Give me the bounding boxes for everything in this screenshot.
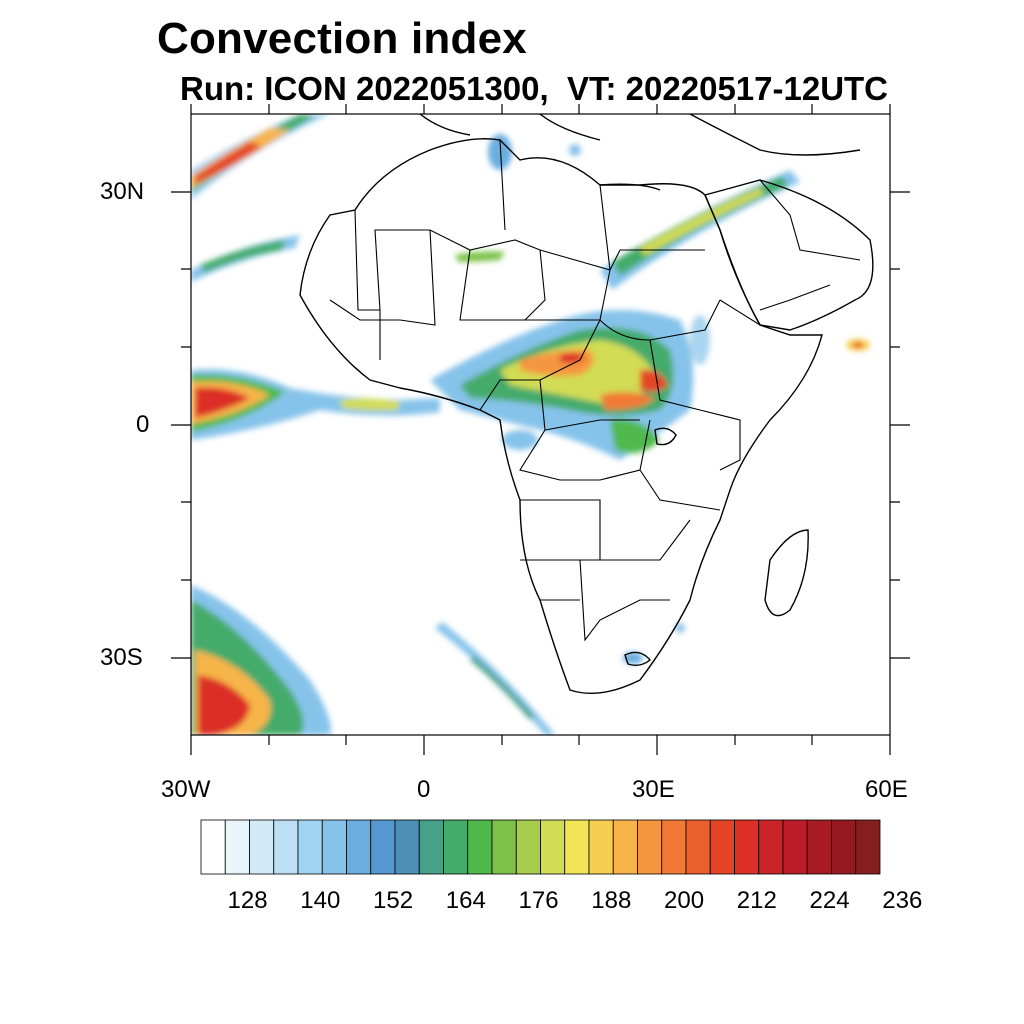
colorbar-box	[734, 819, 760, 875]
y-tick-label-30s: 30S	[100, 644, 143, 671]
colorbar-box	[297, 819, 323, 875]
colorbar-box	[685, 819, 711, 875]
colorbar-box	[806, 819, 832, 875]
colorbar-label: 164	[445, 887, 486, 914]
colorbar-box	[346, 819, 372, 875]
colorbar-box	[831, 819, 857, 875]
country-borders	[329, 139, 861, 642]
colorbar-box	[612, 819, 638, 875]
colorbar-label: 236	[882, 887, 923, 914]
colorbar-label: 128	[227, 887, 268, 914]
colorbar-label: 176	[518, 887, 559, 914]
y-tick-label-0: 0	[136, 411, 150, 438]
x-tick-label-30e: 30E	[632, 776, 675, 803]
axis-ticks	[171, 104, 910, 755]
colorbar-box	[418, 819, 444, 875]
x-tick-label-0: 0	[417, 776, 431, 803]
colorbar	[200, 819, 881, 875]
colorbar-box	[588, 819, 614, 875]
coastlines	[299, 114, 874, 695]
chart-title: Convection index	[157, 14, 527, 63]
colorbar-label: 200	[664, 887, 705, 914]
colorbar-box	[540, 819, 566, 875]
colorbar-box	[370, 819, 396, 875]
colorbar-box	[394, 819, 420, 875]
colorbar-box	[782, 819, 808, 875]
x-tick-label-60e: 60E	[865, 776, 908, 803]
colorbar-box	[564, 819, 590, 875]
colorbar-box	[467, 819, 493, 875]
x-tick-label-30w: 30W	[161, 776, 211, 803]
colorbar-box	[855, 819, 881, 875]
colorbar-label: 224	[809, 887, 850, 914]
colorbar-box	[491, 819, 517, 875]
colorbar-box	[515, 819, 541, 875]
y-tick-label-30n: 30N	[100, 178, 145, 205]
colorbar-label: 212	[736, 887, 777, 914]
colorbar-box	[758, 819, 784, 875]
colorbar-label: 152	[373, 887, 414, 914]
convection-field	[191, 114, 870, 735]
colorbar-box	[200, 819, 226, 875]
colorbar-box	[709, 819, 735, 875]
colorbar-box	[321, 819, 347, 875]
colorbar-label: 140	[300, 887, 341, 914]
colorbar-box	[443, 819, 469, 875]
colorbar-box	[661, 819, 687, 875]
colorbar-box	[224, 819, 250, 875]
colorbar-label: 188	[591, 887, 632, 914]
colorbar-box	[249, 819, 275, 875]
colorbar-box	[273, 819, 299, 875]
chart-subtitle: Run: ICON 2022051300, VT: 20220517-12UTC	[180, 70, 889, 107]
colorbar-box	[637, 819, 663, 875]
